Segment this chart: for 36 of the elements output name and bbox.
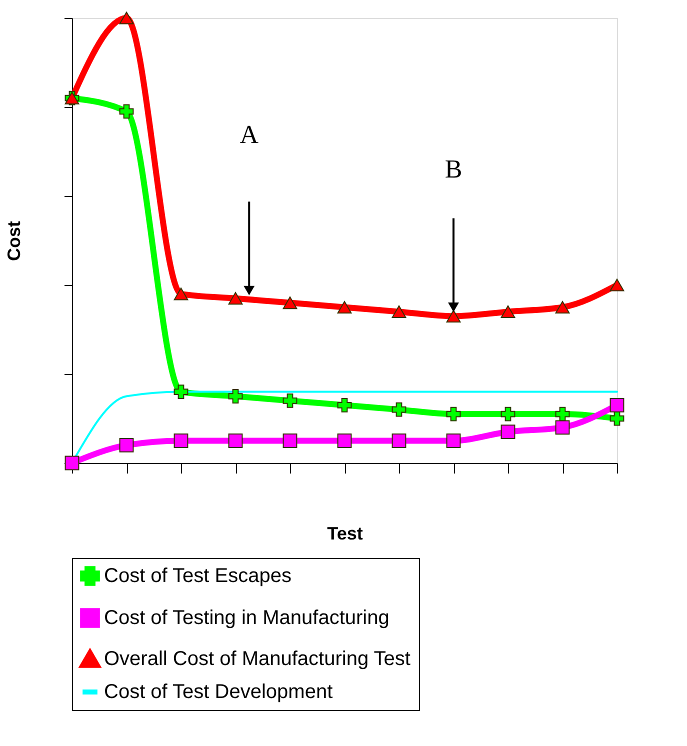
point: [500, 305, 516, 318]
point: [446, 434, 461, 448]
point: [500, 406, 516, 422]
point: [337, 434, 352, 448]
point: [119, 438, 134, 452]
legend-label: Cost of Test Escapes: [104, 565, 292, 587]
point: [392, 305, 406, 318]
point: [337, 398, 352, 412]
point: [174, 434, 188, 448]
point: [610, 398, 624, 412]
point: [446, 310, 461, 322]
legend-label: Overall Cost of Manufacturing Test: [104, 648, 411, 670]
point: [228, 434, 243, 448]
annotation: B: [444, 154, 462, 184]
point: [500, 424, 516, 440]
legend-label: Cost of Testing in Manufacturing: [104, 607, 390, 629]
annotation: A: [240, 120, 259, 150]
point: [174, 384, 188, 400]
point: [555, 420, 570, 435]
x-axis-title: Test: [327, 524, 363, 544]
y-axis-title: Cost: [4, 220, 24, 261]
point: [282, 393, 298, 408]
point: [446, 406, 461, 422]
point: [555, 300, 570, 314]
point: [282, 434, 298, 448]
point: [392, 402, 406, 417]
point: [119, 12, 134, 24]
point: [610, 278, 624, 292]
point: [282, 296, 298, 310]
point: [174, 288, 188, 300]
point: [228, 292, 243, 305]
point: [337, 300, 352, 314]
point: [392, 434, 406, 448]
point: [119, 104, 134, 119]
legend-label: Cost of Test Development: [104, 681, 334, 703]
point: [228, 389, 243, 404]
